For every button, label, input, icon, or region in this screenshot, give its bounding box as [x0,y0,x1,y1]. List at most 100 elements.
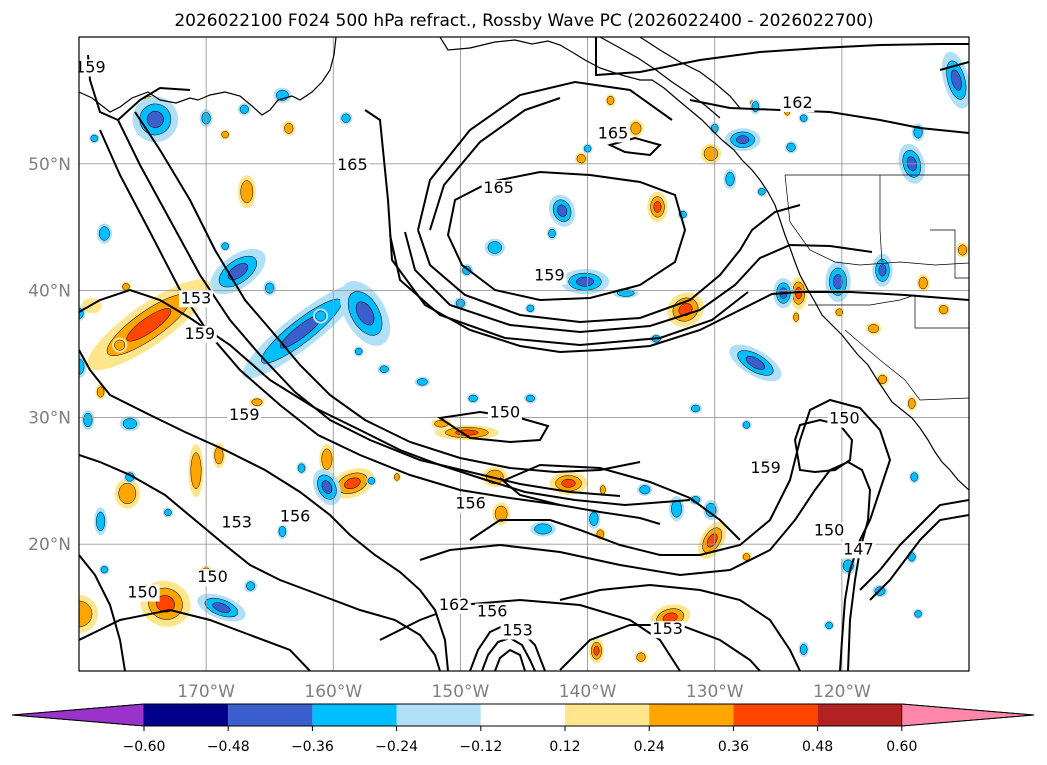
negative-anomaly-55-level-1 [239,104,249,114]
coastlines [79,37,969,491]
contour-line-0 [446,170,687,302]
negative-anomaly-103-level-2 [878,264,887,277]
contour-line-12 [79,349,449,671]
positive-anomaly-11-level-1 [284,122,294,134]
contour-label-bg-4 [79,59,108,77]
colorbar-extend-high [901,703,1035,727]
contour-line-2 [429,97,561,231]
negative-anomaly-109-level-1 [639,485,651,495]
border-1 [784,174,969,266]
contour-line-1 [417,80,673,231]
lon-label-3: 140°W [559,682,617,702]
negative-anomaly-116-level-1 [799,643,808,655]
negative-anomaly-95-level-2 [736,135,750,145]
negative-anomaly-63-level-1 [354,347,363,356]
coastline-1 [197,37,337,116]
negative-anomaly-62-level-1 [315,310,327,322]
positive-anomaly-40-level-1 [835,308,844,316]
negative-anomaly-57-level-1 [341,113,351,123]
colorbar-segment-5 [480,704,565,726]
negative-anomaly-51-level-2 [355,301,375,326]
colorbar-tick-label-2: −0.36 [291,739,334,755]
contour-line-4 [404,231,873,334]
positive-anomaly-27-level-1 [79,600,93,628]
colorbar-segment-4 [396,704,481,726]
contour-label-0: 165 [337,155,368,174]
positive-anomaly-29-level-2 [593,645,600,656]
contour-label-17: 150 [197,567,228,586]
contour-line-13 [79,454,441,671]
negative-anomaly-112-level-1 [534,523,552,535]
contour-label-2: 165 [483,178,514,197]
colorbar-tick-label-1: −0.48 [207,739,250,755]
positive-anomaly-20-level-2 [561,478,576,488]
positive-anomaly-43-level-1 [908,398,916,409]
colorbar [11,703,1035,727]
colorbar-segment-8 [733,704,818,726]
positive-anomaly-9-level-1 [221,130,229,139]
contour-line-32 [607,136,662,157]
colorbar-tick-label-6: 0.24 [634,739,665,755]
contour-label-6: 153 [181,288,212,307]
lon-label-1: 160°W [304,682,362,702]
positive-anomaly-30-level-1 [636,652,646,662]
contour-line-15 [79,608,311,671]
contour-label-18: 162 [439,595,470,614]
colorbar-tick-label-8: 0.48 [802,739,833,755]
negative-anomaly-110-level-1 [691,404,701,413]
negative-anomaly-60-level-1 [221,242,229,250]
negative-anomaly-75-level-1 [367,477,376,485]
negative-anomaly-84-level-2 [557,204,568,217]
border-5 [844,329,969,401]
lon-label-4: 130°W [686,682,744,702]
lon-label-5: 120°W [813,682,871,702]
negative-anomaly-77-level-1 [246,581,256,591]
positive-anomaly-46-level-1 [958,244,968,256]
positive-anomaly-34-level-1 [630,122,642,135]
positive-anomaly-44-level-1 [918,276,928,290]
negative-anomaly-71-level-1 [60,473,72,482]
negative-anomaly-92-level-1 [548,228,556,239]
contour-line-30 [595,37,969,77]
coastline-2 [439,37,969,491]
negative-anomaly-61-level-1 [265,282,275,294]
negative-anomaly-74-level-1 [278,526,287,537]
contour-line-3 [417,204,801,324]
longitude-labels: 170°W 160°W 150°W 140°W 130°W 120°W [177,682,871,702]
contour-label-bg-9 [487,404,522,422]
colorbar-segment-6 [565,704,650,726]
colorbar-tick-label-3: −0.24 [375,739,418,755]
contour-label-bg-10 [748,460,783,478]
colorbar-extend-low [11,703,145,727]
positive-anomaly-4-level-1 [122,283,130,291]
positive-anomaly-25-level-1 [742,553,751,561]
negative-anomaly-82-level-1 [468,394,478,403]
contour-label-12: 156 [280,506,311,525]
negative-anomaly-114-level-1 [671,499,683,518]
contour-label-bg-17 [195,569,230,587]
contour-label-bg-21 [650,621,685,639]
contour-line-21 [793,418,854,474]
contour-label-19: 156 [477,602,508,621]
contour-line-7 [79,288,691,507]
contour-line-6 [364,109,969,354]
contour-line-8 [134,111,641,474]
contour-label-8: 159 [229,405,260,424]
negative-anomaly-94-level-2 [745,356,766,370]
lon-label-2: 150°W [432,682,490,702]
negative-anomaly-69-level-1 [122,418,138,430]
colorbar-segment-3 [312,704,397,726]
contour-label-bg-8 [227,406,262,424]
colorbar-segment-1 [144,704,229,726]
contour-label-10: 159 [750,458,781,477]
contour-label-7: 159 [185,324,216,343]
contour-line-25 [494,648,526,671]
contour-label-3: 162 [782,93,813,112]
positive-anomaly-1-level-1 [190,452,202,490]
contour-label-bg-6 [179,290,213,308]
contour-label-bg-1 [596,125,630,143]
colorbar-segment-9 [817,704,902,726]
